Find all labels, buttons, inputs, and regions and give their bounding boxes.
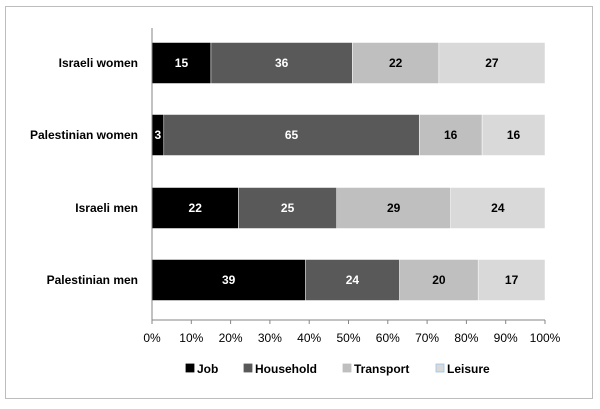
bar-transport-2 [336,187,451,229]
bar-value-label: 20 [432,273,446,287]
x-tick-label: 100% [530,331,561,345]
legend-label-job: Job [197,362,218,376]
x-tick-label: 50% [336,331,360,345]
bar-value-label: 24 [491,201,505,215]
category-label: Israeli men [75,201,138,215]
bar-value-label: 39 [222,273,236,287]
legend: Job Household Transport Leisure [185,362,490,376]
bar-value-label: 17 [505,273,519,287]
x-tick-label: 80% [454,331,478,345]
bar-value-label: 22 [389,56,403,70]
x-tick-label: 10% [179,331,203,345]
bar-transport-3 [399,259,479,301]
x-tick-label: 70% [415,331,439,345]
category-label: Palestinian women [30,128,138,142]
x-tick-label: 40% [297,331,321,345]
x-tick-label: 30% [258,331,282,345]
legend-swatch-job [185,363,195,373]
bar-household-1 [163,114,420,156]
bar-leisure-3 [477,259,546,301]
bar-household-3 [305,259,400,301]
legend-label-leisure: Leisure [447,362,490,376]
bar-leisure-1 [481,114,546,156]
bar-value-label: 16 [507,128,521,142]
bar-transport-0 [352,42,440,84]
bar-value-label: 3 [155,128,162,142]
x-tick-label: 20% [219,331,243,345]
category-labels: Israeli women Palestinian women Israeli me… [30,56,138,287]
x-tick-label: 60% [376,331,400,345]
bar-value-label: 29 [387,201,401,215]
x-tick-label: 0% [143,331,161,345]
category-label: Israeli women [59,56,138,70]
x-tick-label: 90% [494,331,518,345]
legend-swatch-transport [342,363,352,373]
category-label: Palestinian men [47,273,138,287]
legend-label-transport: Transport [354,362,409,376]
bar-leisure-0 [438,42,546,84]
bar-job-3 [151,259,306,301]
bar-value-label: 65 [285,128,299,142]
bars-layer: 15 36 22 27 3 65 16 16 22 25 29 24 39 24 20 17 [151,42,546,301]
bar-value-label: 36 [275,56,289,70]
bar-transport-1 [418,114,483,156]
bar-value-label: 24 [346,273,360,287]
bar-job-0 [151,42,212,84]
bar-household-2 [238,187,337,229]
bar-value-label: 25 [281,201,295,215]
legend-label-household: Household [255,362,317,376]
bar-household-0 [210,42,353,84]
bar-value-label: 15 [175,56,189,70]
bar-value-label: 16 [444,128,458,142]
bar-leisure-2 [450,187,546,229]
x-axis: 0% 10% 20% 30% 40% 50% 60% 70% 80% 90% 100% [143,28,561,345]
bar-job-2 [151,187,239,229]
legend-swatch-household [243,363,253,373]
bar-value-label: 27 [485,56,499,70]
bar-value-label: 22 [189,201,203,215]
legend-swatch-leisure [435,363,445,373]
